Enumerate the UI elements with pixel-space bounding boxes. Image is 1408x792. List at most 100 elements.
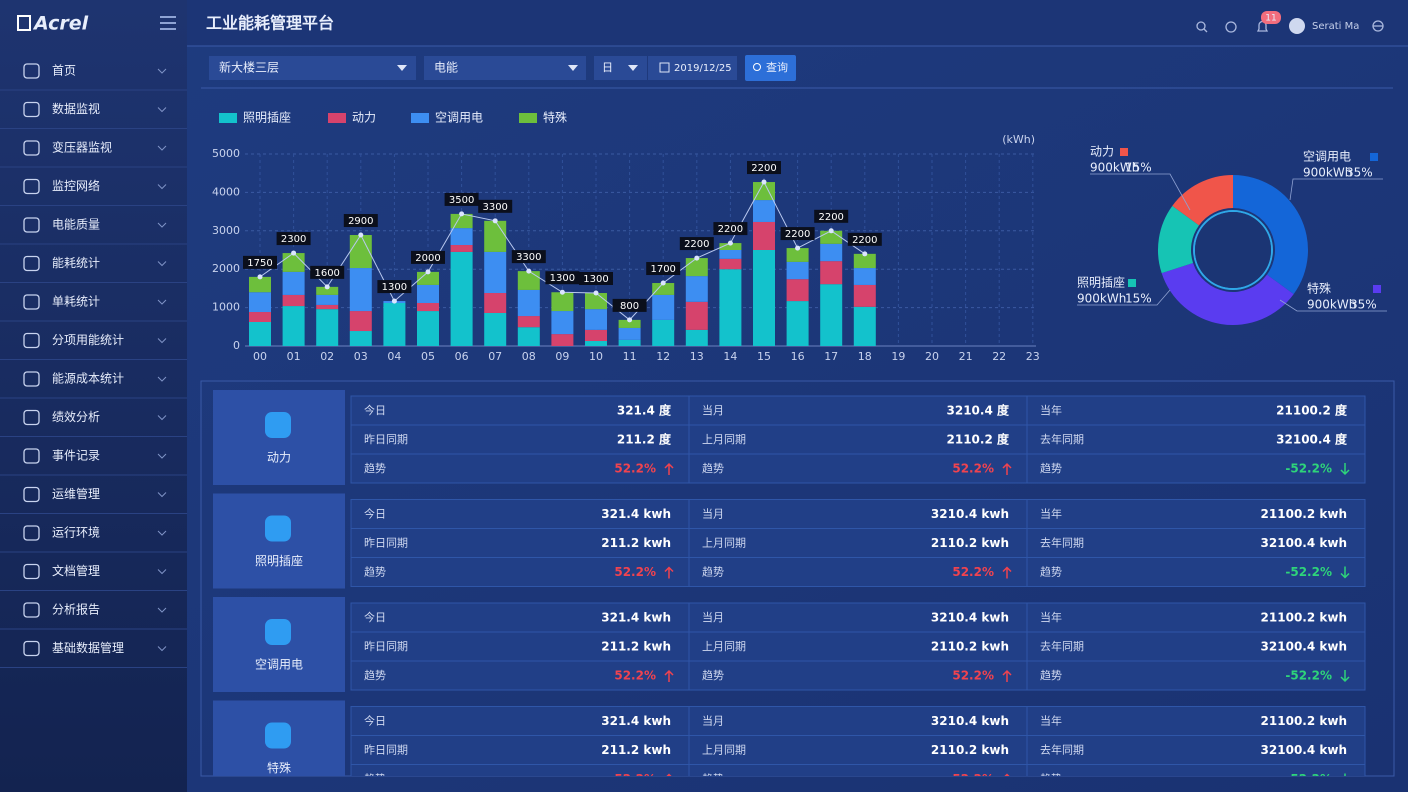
- trend-arrow: [1002, 462, 1012, 475]
- menu-label: 分项用能统计: [52, 333, 124, 347]
- menu-chevron: [157, 68, 167, 74]
- cell-label: 昨日同期: [364, 433, 408, 446]
- bar-segment: [316, 294, 339, 305]
- menu-label: 能源成本统计: [52, 372, 124, 386]
- donut-hole: [1195, 212, 1271, 288]
- cell: [1026, 660, 1366, 691]
- cell-label: 去年同期: [1040, 536, 1084, 550]
- cell: [1026, 528, 1366, 558]
- bar-label: 2300: [281, 234, 306, 245]
- card-icon: [265, 722, 291, 749]
- cell-label: 当月: [702, 403, 724, 417]
- cell-label: 上月同期: [702, 433, 746, 446]
- notification-badge[interactable]: 11: [1265, 14, 1276, 24]
- donut-swatch: [1120, 148, 1128, 156]
- donut-segment: [1172, 175, 1233, 226]
- label-bg: [612, 298, 647, 312]
- cell-value: 32100.4 度: [1276, 432, 1348, 447]
- menu-item[interactable]: [0, 52, 187, 90]
- bar-segment: [853, 306, 876, 346]
- cell-value: 32100.4 kwh: [1261, 743, 1347, 757]
- bar-segment: [853, 268, 876, 285]
- menu-label: 运维管理: [52, 486, 100, 501]
- cell-label: 趋势: [1040, 773, 1062, 786]
- menu-chevron: [157, 415, 167, 421]
- cell-value: 2110.2 度: [947, 432, 1010, 447]
- cell-label: 趋势: [702, 566, 724, 579]
- cell-value: 211.2 kwh: [601, 640, 671, 654]
- bar-segment: [517, 327, 540, 346]
- avatar[interactable]: [1289, 18, 1305, 34]
- bar-segment: [585, 341, 607, 346]
- bar-segment: [685, 276, 708, 302]
- menu-toggle[interactable]: [160, 16, 176, 30]
- menu-icon: [23, 255, 40, 272]
- cell-value: 2110.2 kwh: [931, 743, 1009, 757]
- bar-segment: [450, 228, 473, 246]
- logo: Acrel: [32, 13, 89, 35]
- bar-segment: [585, 309, 607, 330]
- bar-segment: [853, 253, 876, 269]
- label-bg: [847, 232, 882, 246]
- cell-label: 当月: [702, 507, 724, 521]
- y-tick-label: 0: [233, 339, 240, 352]
- bar-label: 2200: [852, 235, 877, 246]
- donut-segment: [1161, 262, 1294, 326]
- cell-value: 52.2%: [614, 669, 656, 683]
- cell-value: 52.2%: [614, 565, 656, 579]
- energy-select[interactable]: [424, 56, 586, 80]
- donut-percent: 35%: [1346, 166, 1373, 180]
- bar-segment: [316, 309, 339, 346]
- total-dot: [391, 298, 397, 304]
- total-dot: [459, 211, 465, 217]
- label-bg: [713, 222, 748, 236]
- donut-swatch: [1373, 285, 1381, 293]
- cell: [350, 557, 690, 587]
- cell-label: 趋势: [702, 773, 724, 786]
- cell: [688, 453, 1028, 484]
- leader-line: [1279, 299, 1387, 312]
- date-picker[interactable]: [648, 56, 737, 80]
- trend-arrow: [1002, 566, 1012, 579]
- bar-segment: [719, 258, 742, 270]
- leader-line: [1090, 173, 1191, 211]
- card-title: 空调用电: [255, 658, 303, 672]
- query-button[interactable]: [745, 55, 796, 81]
- user-name[interactable]: Serati Ma: [1312, 21, 1359, 32]
- cell: [350, 424, 690, 455]
- x-tick-label: 20: [925, 350, 939, 363]
- building-value: 新大楼三层: [219, 60, 279, 75]
- cell-label: 今日: [364, 403, 386, 417]
- label-bg: [780, 227, 815, 241]
- label-bg: [310, 265, 345, 279]
- total-dot: [358, 232, 364, 238]
- menu-chevron: [157, 222, 167, 228]
- bar-segment: [349, 268, 372, 312]
- legend-swatch: [411, 113, 429, 123]
- cell-label: 上月同期: [702, 537, 746, 550]
- bar-segment: [282, 253, 305, 272]
- cell: [1026, 735, 1366, 765]
- cell-label: 趋势: [702, 462, 724, 475]
- date-value: 2019/12/25: [674, 63, 732, 74]
- bar-label: 2200: [684, 239, 709, 250]
- bar-segment: [551, 292, 574, 312]
- bar-segment: [618, 319, 641, 328]
- cell: [688, 660, 1028, 691]
- total-dot: [593, 290, 599, 296]
- cell-value: -52.2%: [1285, 462, 1332, 476]
- menu-icon: [23, 486, 40, 503]
- bar-segment: [517, 316, 540, 328]
- bar-label: 2200: [818, 212, 843, 223]
- menu-chevron: [157, 492, 167, 498]
- leader-line: [1289, 178, 1383, 201]
- x-tick-label: 16: [791, 350, 805, 363]
- page-title: 工业能耗管理平台: [206, 14, 334, 33]
- donut-segment: [1233, 175, 1308, 295]
- menu-label: 文档管理: [52, 563, 100, 578]
- total-dot: [559, 289, 565, 295]
- bar-label: 1750: [247, 258, 272, 269]
- period-select[interactable]: [594, 56, 647, 80]
- building-select[interactable]: [209, 56, 416, 80]
- menu-chevron: [157, 453, 167, 459]
